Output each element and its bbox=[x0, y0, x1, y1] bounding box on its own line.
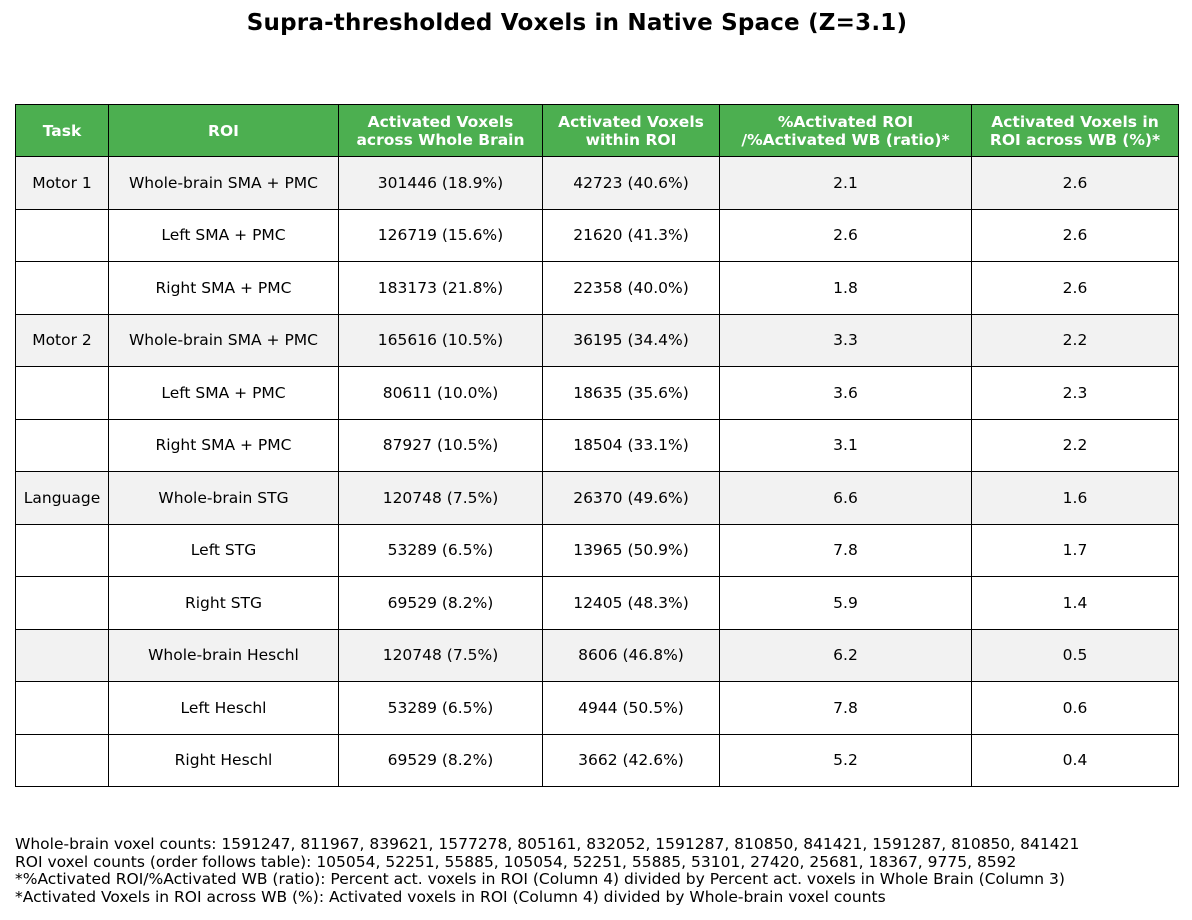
table-row: Motor 1 Whole-brain SMA + PMC 301446 (18.9… bbox=[15, 156, 1179, 210]
cell-activated-wb: 69529 (8.2%) bbox=[338, 576, 543, 630]
cell-ratio: 6.6 bbox=[719, 471, 972, 525]
voxel-table: Task ROI Activated Voxels across Whole Brai… bbox=[15, 104, 1179, 787]
cell-task: Motor 2 bbox=[15, 313, 109, 367]
cell-activated-roi: 21620 (41.3%) bbox=[542, 208, 720, 262]
cell-activated-roi: 4944 (50.5%) bbox=[542, 681, 720, 735]
cell-ratio: 5.2 bbox=[719, 733, 972, 787]
cell-ratio: 7.8 bbox=[719, 523, 972, 577]
cell-task bbox=[15, 576, 109, 630]
cell-task bbox=[15, 681, 109, 735]
table-row: Motor 2 Whole-brain SMA + PMC 165616 (10.5… bbox=[15, 313, 1179, 367]
cell-task bbox=[15, 261, 109, 315]
cell-activated-roi: 8606 (46.8%) bbox=[542, 628, 720, 682]
cell-roi: Whole-brain SMA + PMC bbox=[108, 313, 339, 367]
cell-roi-across-wb: 0.5 bbox=[971, 628, 1179, 682]
cell-ratio: 2.6 bbox=[719, 208, 972, 262]
cell-task bbox=[15, 208, 109, 262]
cell-ratio: 6.2 bbox=[719, 628, 972, 682]
cell-activated-wb: 120748 (7.5%) bbox=[338, 628, 543, 682]
cell-activated-wb: 120748 (7.5%) bbox=[338, 471, 543, 525]
table-row: Right SMA + PMC 87927 (10.5%) 18504 (33.1%… bbox=[15, 418, 1179, 472]
table-row: Left SMA + PMC 80611 (10.0%) 18635 (35.6%)… bbox=[15, 366, 1179, 420]
cell-activated-wb: 165616 (10.5%) bbox=[338, 313, 543, 367]
table-body: Motor 1 Whole-brain SMA + PMC 301446 (18.9… bbox=[15, 156, 1179, 787]
cell-roi: Right SMA + PMC bbox=[108, 261, 339, 315]
cell-task bbox=[15, 418, 109, 472]
cell-ratio: 3.6 bbox=[719, 366, 972, 420]
cell-activated-roi: 3662 (42.6%) bbox=[542, 733, 720, 787]
cell-task bbox=[15, 628, 109, 682]
cell-roi: Left Heschl bbox=[108, 681, 339, 735]
cell-roi-across-wb: 2.2 bbox=[971, 313, 1179, 367]
cell-activated-wb: 53289 (6.5%) bbox=[338, 681, 543, 735]
footnote-line: *Activated Voxels in ROI across WB (%): … bbox=[15, 887, 886, 906]
cell-roi: Right STG bbox=[108, 576, 339, 630]
footnote-line: ROI voxel counts (order follows table): … bbox=[15, 852, 1017, 871]
cell-activated-wb: 301446 (18.9%) bbox=[338, 156, 543, 210]
cell-activated-roi: 36195 (34.4%) bbox=[542, 313, 720, 367]
column-header-roi: ROI bbox=[108, 104, 339, 157]
cell-ratio: 3.1 bbox=[719, 418, 972, 472]
table-row: Right STG 69529 (8.2%) 12405 (48.3%) 5.9 1.4 bbox=[15, 576, 1179, 630]
chart-title: Supra-thresholded Voxels in Native Space… bbox=[246, 10, 908, 36]
cell-roi: Right Heschl bbox=[108, 733, 339, 787]
cell-ratio: 5.9 bbox=[719, 576, 972, 630]
cell-activated-roi: 42723 (40.6%) bbox=[542, 156, 720, 210]
footnote-line: Whole-brain voxel counts: 1591247, 81196… bbox=[15, 835, 1080, 853]
cell-roi: Left SMA + PMC bbox=[108, 366, 339, 420]
cell-roi: Left SMA + PMC bbox=[108, 208, 339, 262]
cell-roi: Whole-brain STG bbox=[108, 471, 339, 525]
cell-task: Language bbox=[15, 471, 109, 525]
cell-ratio: 1.8 bbox=[719, 261, 972, 315]
cell-activated-wb: 69529 (8.2%) bbox=[338, 733, 543, 787]
table-row: Left Heschl 53289 (6.5%) 4944 (50.5%) 7.8 0.… bbox=[15, 681, 1179, 735]
cell-roi-across-wb: 2.3 bbox=[971, 366, 1179, 420]
cell-roi-across-wb: 2.6 bbox=[971, 208, 1179, 262]
cell-activated-wb: 53289 (6.5%) bbox=[338, 523, 543, 577]
cell-roi-across-wb: 1.4 bbox=[971, 576, 1179, 630]
cell-activated-wb: 80611 (10.0%) bbox=[338, 366, 543, 420]
table-row: Right SMA + PMC 183173 (21.8%) 22358 (40.0… bbox=[15, 261, 1179, 315]
cell-activated-roi: 22358 (40.0%) bbox=[542, 261, 720, 315]
footnote-line: *%Activated ROI/%Activated WB (ratio): P… bbox=[15, 870, 1065, 888]
cell-roi-across-wb: 2.6 bbox=[971, 261, 1179, 315]
cell-roi: Right SMA + PMC bbox=[108, 418, 339, 472]
column-header-roi-across-wb: Activated Voxels in ROI across WB (%)* bbox=[971, 104, 1179, 157]
cell-roi: Whole-brain Heschl bbox=[108, 628, 339, 682]
cell-roi: Whole-brain SMA + PMC bbox=[108, 156, 339, 210]
cell-roi: Left STG bbox=[108, 523, 339, 577]
cell-activated-roi: 18504 (33.1%) bbox=[542, 418, 720, 472]
table-row: Left STG 53289 (6.5%) 13965 (50.9%) 7.8 1.7 bbox=[15, 523, 1179, 577]
table-row: Right Heschl 69529 (8.2%) 3662 (42.6%) 5.2 0… bbox=[15, 733, 1179, 787]
cell-task: Motor 1 bbox=[15, 156, 109, 210]
column-header-task: Task bbox=[15, 104, 109, 157]
cell-activated-roi: 12405 (48.3%) bbox=[542, 576, 720, 630]
cell-roi-across-wb: 2.6 bbox=[971, 156, 1179, 210]
cell-ratio: 2.1 bbox=[719, 156, 972, 210]
cell-roi-across-wb: 1.7 bbox=[971, 523, 1179, 577]
table-row: Whole-brain Heschl 120748 (7.5%) 8606 (46.… bbox=[15, 628, 1179, 682]
cell-activated-roi: 18635 (35.6%) bbox=[542, 366, 720, 420]
cell-task bbox=[15, 366, 109, 420]
cell-ratio: 7.8 bbox=[719, 681, 972, 735]
cell-activated-roi: 13965 (50.9%) bbox=[542, 523, 720, 577]
cell-roi-across-wb: 0.4 bbox=[971, 733, 1179, 787]
table-row: Left SMA + PMC 126719 (15.6%) 21620 (41.3%… bbox=[15, 208, 1179, 262]
column-header-activated-roi: Activated Voxels within ROI bbox=[542, 104, 720, 157]
cell-task bbox=[15, 523, 109, 577]
cell-roi-across-wb: 2.2 bbox=[971, 418, 1179, 472]
cell-roi-across-wb: 1.6 bbox=[971, 471, 1179, 525]
cell-task bbox=[15, 733, 109, 787]
table-row: Language Whole-brain STG 120748 (7.5%) 2637… bbox=[15, 471, 1179, 525]
cell-activated-wb: 183173 (21.8%) bbox=[338, 261, 543, 315]
cell-activated-wb: 87927 (10.5%) bbox=[338, 418, 543, 472]
column-header-activated-wb: Activated Voxels across Whole Brain bbox=[338, 104, 543, 157]
cell-activated-wb: 126719 (15.6%) bbox=[338, 208, 543, 262]
cell-roi-across-wb: 0.6 bbox=[971, 681, 1179, 735]
column-header-ratio: %Activated ROI/%Activated WB (ratio)* bbox=[719, 104, 972, 157]
footnotes: Whole-brain voxel counts: 1591247, 81196… bbox=[15, 835, 1185, 906]
cell-activated-roi: 26370 (49.6%) bbox=[542, 471, 720, 525]
cell-ratio: 3.3 bbox=[719, 313, 972, 367]
table-header-row: Task ROI Activated Voxels across Whole Brai… bbox=[15, 104, 1179, 157]
